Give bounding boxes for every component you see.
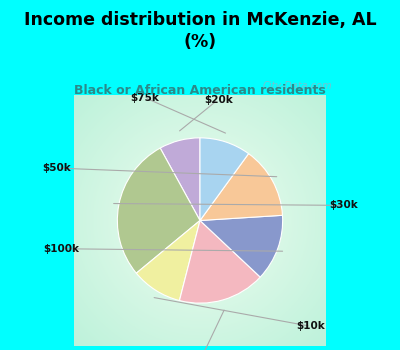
Wedge shape [160, 138, 200, 220]
Text: $100k: $100k [43, 244, 79, 254]
Text: $30k: $30k [329, 201, 358, 210]
Text: $75k: $75k [130, 92, 159, 103]
Wedge shape [180, 220, 260, 303]
Text: $20k: $20k [204, 94, 232, 105]
Wedge shape [200, 138, 248, 220]
Text: City-Data.com: City-Data.com [262, 82, 332, 91]
Text: Black or African American residents: Black or African American residents [74, 84, 326, 97]
Text: $50k: $50k [42, 163, 71, 173]
Wedge shape [200, 215, 283, 277]
Wedge shape [200, 154, 282, 220]
Text: Income distribution in McKenzie, AL
(%): Income distribution in McKenzie, AL (%) [24, 10, 376, 51]
Text: $10k: $10k [296, 321, 325, 331]
Wedge shape [136, 220, 200, 301]
Wedge shape [117, 148, 200, 273]
